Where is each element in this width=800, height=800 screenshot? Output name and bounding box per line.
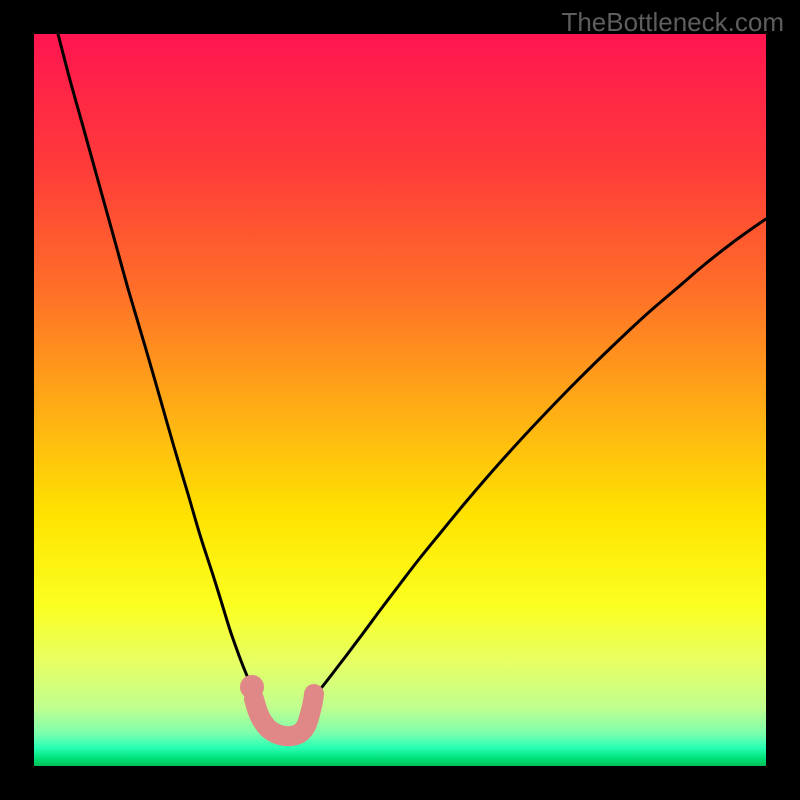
chart-canvas: TheBottleneck.com xyxy=(0,0,800,800)
watermark-label: TheBottleneck.com xyxy=(561,7,784,38)
plot-area xyxy=(34,34,766,766)
